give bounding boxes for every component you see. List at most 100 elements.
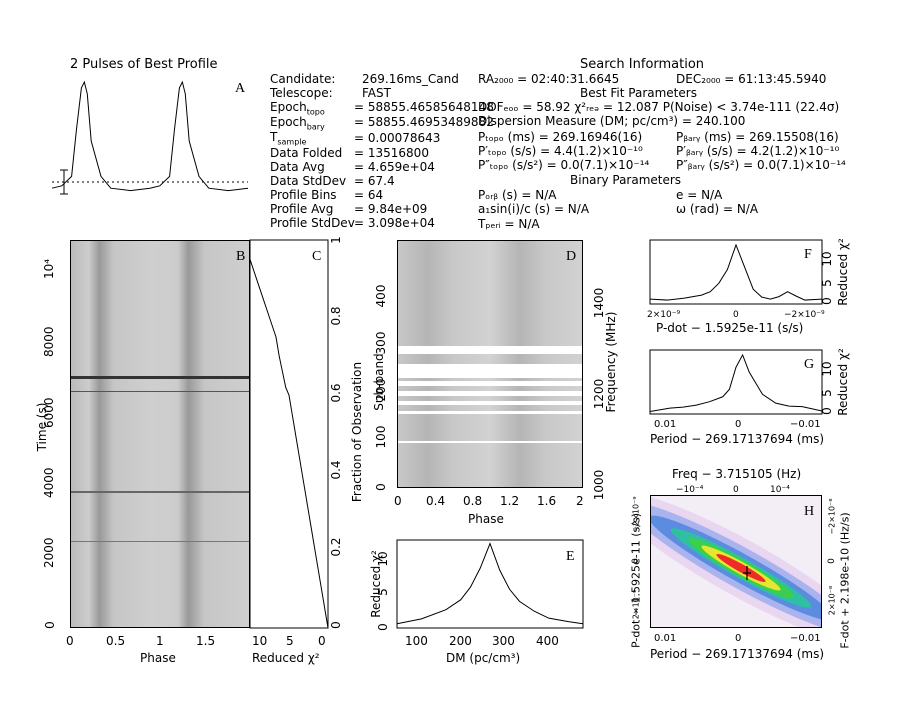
series-line xyxy=(396,542,584,625)
panel-e-ytick-1: 5 xyxy=(376,588,390,596)
plot-frame xyxy=(649,349,823,415)
panel-e-ytick-2: 10 xyxy=(376,551,390,567)
epoch-topo-label: Epochtopo xyxy=(270,100,325,117)
panel-d-xtick-2: 0.8 xyxy=(463,494,483,508)
data-std-value: = 67.4 xyxy=(354,174,395,188)
panel-c-xtick-1: 5 xyxy=(286,634,294,648)
panel-g-ylabel: Reduced χ² xyxy=(836,348,850,416)
panel-d-y2label: Frequency (MHz) xyxy=(604,311,618,413)
panel-c-ytick-5: 1 xyxy=(329,236,343,244)
panel-g-xlabel: Period − 269.17137694 (ms) xyxy=(650,432,825,446)
panel-g-ytick-2: 10 xyxy=(820,361,834,377)
ra-value: RA₂₀₀₀ = 02:40:31.6645 xyxy=(478,72,620,86)
panel-b-ytick-5: 10⁴ xyxy=(42,258,56,280)
panel-c-plot xyxy=(249,239,329,629)
panel-b-ytick-2: 4000 xyxy=(42,467,56,498)
panel-g-ytick-0: 0 xyxy=(820,407,834,415)
panel-a-label: A xyxy=(235,81,246,96)
panel-h-toptick-1: 0 xyxy=(733,485,739,495)
omega-value: ω (rad) = N/A xyxy=(676,202,759,216)
panel-h-ytick-0: −2×10⁻⁹ xyxy=(631,496,641,533)
panel-h-ytick-1: 0 xyxy=(631,558,641,564)
epoch-topo-value: = 58855.46585648148 xyxy=(354,100,494,114)
pddtopo-value: P″ₜₒₚₒ (s/s²) = 0.0(7.1)×10⁻¹⁴ xyxy=(478,158,650,172)
panel-d-y2tick-0: 1000 xyxy=(592,469,606,501)
ptopo-value: Pₜₒₚₒ (ms) = 269.16946(16) xyxy=(478,130,643,144)
pbary-value: Pᵦₐᵣᵧ (ms) = 269.15508(16) xyxy=(676,130,839,144)
panel-d-xtick-1: 0.4 xyxy=(426,494,446,508)
panel-d-ytick-3: 300 xyxy=(374,331,388,355)
panel-h-y2tick-0: −2×10⁻⁸ xyxy=(827,498,837,535)
panel-a-profile xyxy=(51,80,249,195)
panel-h-y2tick-2: 2×10⁻⁸ xyxy=(827,585,837,616)
panel-e-xtick-2: 300 xyxy=(492,634,515,648)
panel-f-xtick-2: −2×10⁻⁹ xyxy=(784,310,825,320)
panel-h-y2tick-1: 0 xyxy=(827,558,837,564)
panel-f-ytick-1: 5 xyxy=(820,279,834,287)
panel-d-ytick-1: 100 xyxy=(374,425,388,449)
panel-d-y2tick-2: 1400 xyxy=(592,287,606,319)
tperi-value: Tₚₑᵣᵢ = N/A xyxy=(478,217,540,231)
panel-c-ytick-1: 0.2 xyxy=(329,537,343,557)
panel-f-xtick-1: 0 xyxy=(733,310,739,320)
panel-b-xtick-2: 1 xyxy=(156,634,164,648)
panel-h-xtick-2: −0.01 xyxy=(790,633,821,644)
panel-g-plot xyxy=(649,349,823,415)
panel-d-xtick-3: 1.2 xyxy=(500,494,520,508)
panel-g-label: G xyxy=(804,357,815,372)
panel-b-ytick-0: 0 xyxy=(43,621,57,629)
panel-b-plot xyxy=(70,240,250,628)
panel-b-xtick-0: 0 xyxy=(66,634,74,648)
panel-g-xtick-2: −0.01 xyxy=(790,419,821,430)
panel-g-xtick-0: 0.01 xyxy=(654,419,677,430)
panel-e-label: E xyxy=(566,549,575,564)
panel-a-title: 2 Pulses of Best Profile xyxy=(70,57,218,72)
panel-b-ytick-1: 2000 xyxy=(42,537,56,568)
profile-bins-label: Profile Bins xyxy=(270,188,337,202)
panel-g-ytick-1: 5 xyxy=(820,389,834,397)
panel-b-ytick-4: 8000 xyxy=(42,326,56,357)
panel-h-y2label: F-dot + 2.198e-10 (Hz/s) xyxy=(838,512,852,649)
plot-frame xyxy=(396,539,584,629)
panel-h-label: H xyxy=(804,504,815,519)
panel-d-plot xyxy=(397,240,583,488)
panel-c-ytick-4: 0.8 xyxy=(329,306,343,326)
panel-f-plot xyxy=(649,239,823,305)
panel-c-ylabel: Fraction of Observation xyxy=(350,361,364,503)
telescope-label: Telescope: xyxy=(270,86,333,100)
panel-h-contour xyxy=(651,496,821,627)
series-line xyxy=(649,243,823,301)
panel-h-toptick-2: 10⁻⁴ xyxy=(770,485,790,495)
panel-d-ytick-2: 200 xyxy=(374,378,388,402)
pddbary-value: P″ᵦₐᵣᵧ (s/s²) = 0.0(7.1)×10⁻¹⁴ xyxy=(676,158,846,172)
epoch-bary-label: Epochbary xyxy=(270,115,325,132)
data-std-label: Data StdDev xyxy=(270,174,347,188)
panel-b-xtick-1: 0.5 xyxy=(106,634,126,648)
panel-e-xlabel: DM (pc/cm³) xyxy=(446,651,521,665)
panel-d-xtick-4: 1.6 xyxy=(537,494,557,508)
search-title: Search Information xyxy=(580,57,705,72)
profile-avg-value: = 9.84e+09 xyxy=(354,202,428,216)
panel-c-xlabel: Reduced χ² xyxy=(252,651,320,665)
panel-f-label: F xyxy=(804,247,812,262)
series-line xyxy=(249,259,329,629)
panel-h-xlabel: Period − 269.17137694 (ms) xyxy=(650,647,825,661)
panel-b-ytick-3: 6000 xyxy=(42,397,56,428)
panel-h-plot xyxy=(650,495,822,628)
panel-e-xtick-0: 100 xyxy=(405,634,428,648)
candidate-label: Candidate: xyxy=(270,72,336,86)
panel-h-toptick-0: −10⁻⁴ xyxy=(676,485,704,495)
panel-c-ytick-2: 0.4 xyxy=(329,460,343,480)
profile-avg-label: Profile Avg xyxy=(270,202,334,216)
panel-f-xtick-0: 2×10⁻⁹ xyxy=(647,310,681,320)
dof-value: DOFₑₒₒ = 58.92 χ²ᵣₑₔ = 12.087 P(Noise) <… xyxy=(478,100,840,114)
panel-d-xtick-5: 2 xyxy=(576,494,584,508)
asini-value: a₁sin(i)/c (s) = N/A xyxy=(478,202,590,216)
panel-c-label: C xyxy=(312,249,322,264)
panel-e-xtick-1: 200 xyxy=(449,634,472,648)
panel-d-ytick-0: 0 xyxy=(374,483,388,491)
panel-h-xtick-1: 0 xyxy=(735,633,742,644)
panel-b-xlabel: Phase xyxy=(140,651,176,665)
ecc-value: e = N/A xyxy=(676,188,723,202)
panel-d-y2tick-1: 1200 xyxy=(592,378,606,410)
